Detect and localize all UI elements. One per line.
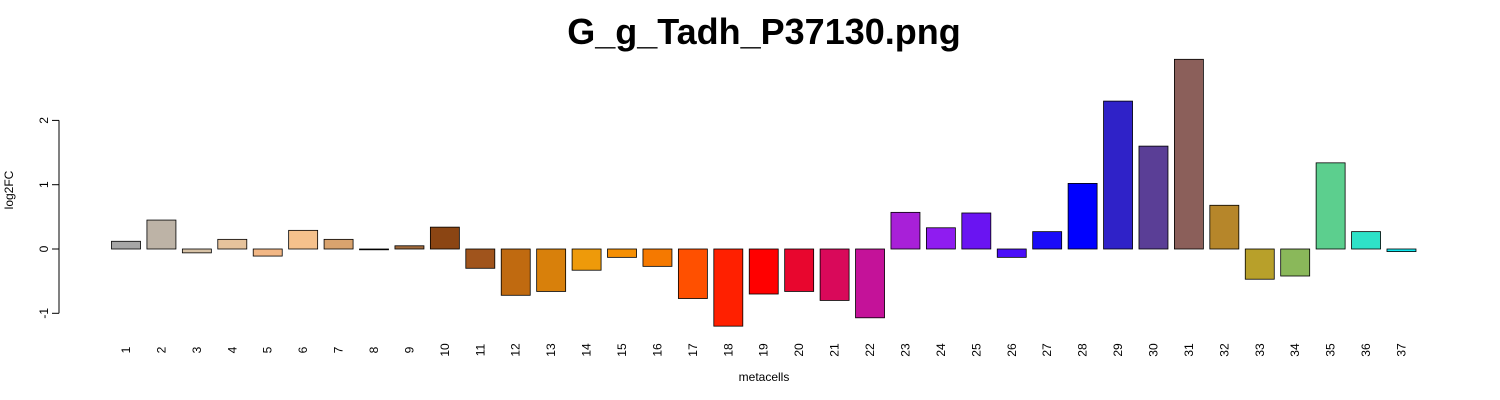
x-tick-label: 33 [1253, 343, 1267, 357]
x-tick-label: 2 [154, 346, 168, 353]
x-tick-label: 21 [828, 343, 842, 357]
y-tick-label: 0 [37, 245, 51, 252]
bar-29 [1103, 100, 1133, 250]
bar-7 [323, 238, 354, 250]
x-tick-label: 19 [757, 343, 771, 357]
bar-34 [1280, 248, 1311, 277]
x-tick-labels: 1 2 3 4 5 6 7 8 9 10 11 12 13 14 15 16 17 18 19 20 21 22 23 24 2… [119, 343, 1408, 357]
bar-24 [925, 227, 956, 250]
bar-37 [1386, 248, 1417, 252]
x-tick-label: 23 [898, 343, 912, 357]
bar-21 [819, 248, 850, 301]
x-tick-label: 34 [1288, 343, 1302, 357]
x-tick-label: 25 [969, 343, 983, 357]
x-tick-label: 6 [296, 346, 310, 353]
x-tick-label: 9 [402, 346, 416, 353]
y-axis: -1 0 1 2 [37, 117, 60, 319]
bar-25 [961, 212, 992, 250]
x-tick-label: 14 [580, 343, 594, 357]
x-tick-label: 24 [934, 343, 948, 357]
bars [111, 58, 1417, 327]
bar-5 [252, 248, 283, 257]
bar-30 [1138, 145, 1169, 250]
chart-title: G_g_Tadh_P37130.png [567, 11, 960, 52]
x-tick-label: 12 [509, 343, 523, 357]
bar-18 [713, 248, 744, 327]
x-axis-label: metacells [739, 370, 790, 384]
x-tick-label: 27 [1040, 343, 1054, 357]
x-tick-label: 28 [1076, 343, 1090, 357]
x-tick-label: 1 [119, 346, 133, 353]
bar-23 [890, 211, 921, 250]
bar-1 [111, 240, 141, 250]
bar-12 [500, 248, 531, 296]
x-tick-label: 36 [1359, 343, 1373, 357]
x-tick-label: 13 [544, 343, 558, 357]
x-tick-label: 20 [792, 343, 806, 357]
x-tick-label: 32 [1217, 343, 1231, 357]
bar-8 [359, 248, 389, 251]
x-tick-label: 22 [863, 343, 877, 357]
x-tick-label: 4 [225, 346, 239, 353]
bar-27 [1032, 231, 1063, 250]
bar-33 [1244, 248, 1275, 280]
x-tick-label: 26 [1005, 343, 1019, 357]
y-tick-label: 2 [37, 117, 51, 124]
bar-31 [1174, 58, 1204, 250]
bar-35 [1315, 162, 1346, 250]
x-tick-label: 3 [190, 346, 204, 353]
bar-20 [784, 248, 815, 292]
x-tick-label: 29 [1111, 343, 1125, 357]
bar-15 [607, 248, 637, 258]
x-tick-label: 11 [473, 343, 487, 356]
bar-14 [571, 248, 602, 271]
x-tick-label: 31 [1182, 343, 1196, 357]
x-tick-label: 8 [367, 346, 381, 353]
y-tick-label: -1 [37, 308, 51, 319]
bar-19 [748, 248, 779, 295]
bar-3 [181, 248, 212, 254]
bar-32 [1209, 204, 1240, 250]
bar-22 [855, 248, 885, 319]
x-tick-label: 5 [261, 346, 275, 353]
bar-17 [677, 248, 708, 299]
bar-36 [1351, 231, 1381, 250]
x-tick-label: 16 [650, 343, 664, 357]
bar-4 [217, 238, 248, 250]
x-tick-label: 35 [1324, 343, 1338, 357]
x-tick-label: 10 [438, 343, 452, 357]
x-tick-label: 17 [686, 343, 700, 357]
bar-9 [394, 245, 425, 250]
x-tick-label: 7 [332, 346, 346, 353]
bar-2 [146, 219, 177, 250]
bar-11 [465, 248, 496, 269]
bar-10 [429, 226, 460, 250]
bar-26 [996, 248, 1027, 258]
x-tick-label: 15 [615, 343, 629, 357]
x-tick-label: 30 [1146, 343, 1160, 357]
y-axis-label: log2FC [2, 170, 16, 209]
bar-28 [1067, 183, 1098, 250]
x-tick-label: 18 [721, 343, 735, 357]
bar-6 [288, 229, 319, 250]
x-tick-label: 37 [1394, 343, 1408, 357]
bar-16 [642, 248, 673, 267]
y-tick-label: 1 [37, 181, 51, 188]
bar-13 [536, 248, 567, 292]
